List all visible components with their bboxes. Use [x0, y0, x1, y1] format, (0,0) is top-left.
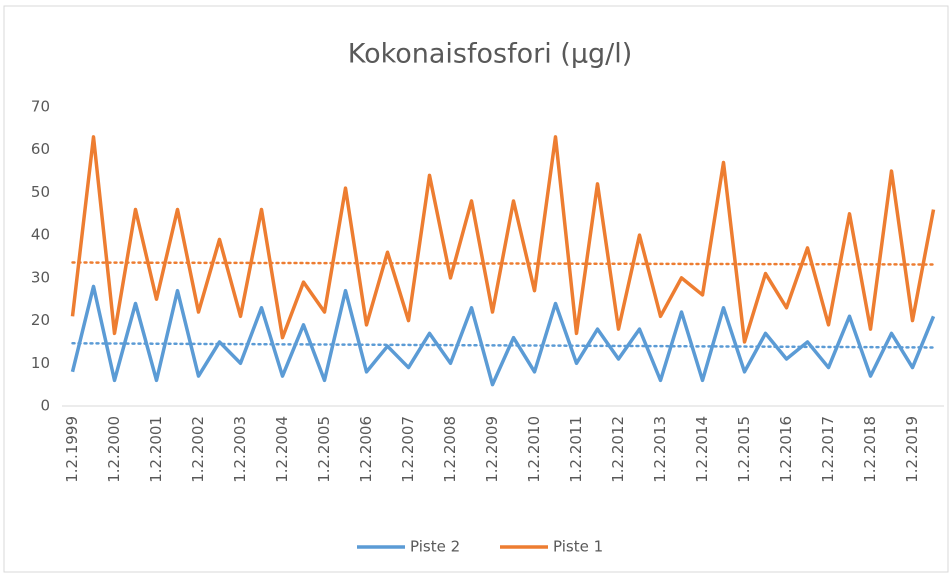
x-tick-label: 1.2.2010: [525, 416, 543, 483]
y-tick-label: 20: [31, 311, 50, 329]
x-tick-label: 1.2.2009: [483, 416, 501, 483]
x-tick-label: 1.2.2019: [903, 416, 921, 483]
trendline: [71, 261, 935, 266]
x-tick-label: 1.2.2015: [735, 416, 753, 483]
x-tick-label: 1.2.2004: [273, 416, 291, 483]
y-tick-label: 10: [31, 354, 50, 372]
y-tick-label: 60: [31, 140, 50, 158]
x-tick-label: 1.2.2013: [651, 416, 669, 483]
data-line: [70, 284, 936, 387]
chart-frame: [3, 5, 949, 573]
x-tick-label: 1.2.2005: [315, 416, 333, 483]
x-tick-label: 1.2.2012: [609, 416, 627, 483]
data-line: [70, 135, 936, 344]
y-tick-label: 0: [40, 397, 50, 415]
y-tick-label: 30: [31, 268, 50, 286]
x-tick-label: 1.2.2017: [819, 416, 837, 483]
x-tick-label: 1.2.2007: [399, 416, 417, 483]
x-tick-label: 1.2.2016: [777, 416, 795, 483]
x-tick-label: 1.2.2011: [567, 416, 585, 483]
x-tick-label: 1.2.2001: [147, 416, 165, 483]
x-tick-label: 1.2.2008: [441, 416, 459, 483]
trendline: [71, 342, 935, 349]
legend-label: Piste 1: [553, 538, 603, 556]
y-tick-label: 50: [31, 183, 50, 201]
x-tick-label: 1.2.2006: [357, 416, 375, 483]
x-tick-label: 1.2.2003: [231, 416, 249, 483]
y-tick-label: 70: [31, 98, 50, 116]
x-tick-label: 1.2.2014: [693, 416, 711, 483]
y-tick-label: 40: [31, 226, 50, 244]
x-tick-label: 1.2.2018: [861, 416, 879, 483]
chart-title: Kokonaisfosfori (µg/l): [348, 39, 633, 70]
legend-label: Piste 2: [410, 538, 460, 556]
x-tick-label: 1.2.2000: [105, 416, 123, 483]
x-tick-label: 1.2.1999: [63, 416, 81, 483]
x-tick-label: 1.2.2002: [189, 416, 207, 483]
